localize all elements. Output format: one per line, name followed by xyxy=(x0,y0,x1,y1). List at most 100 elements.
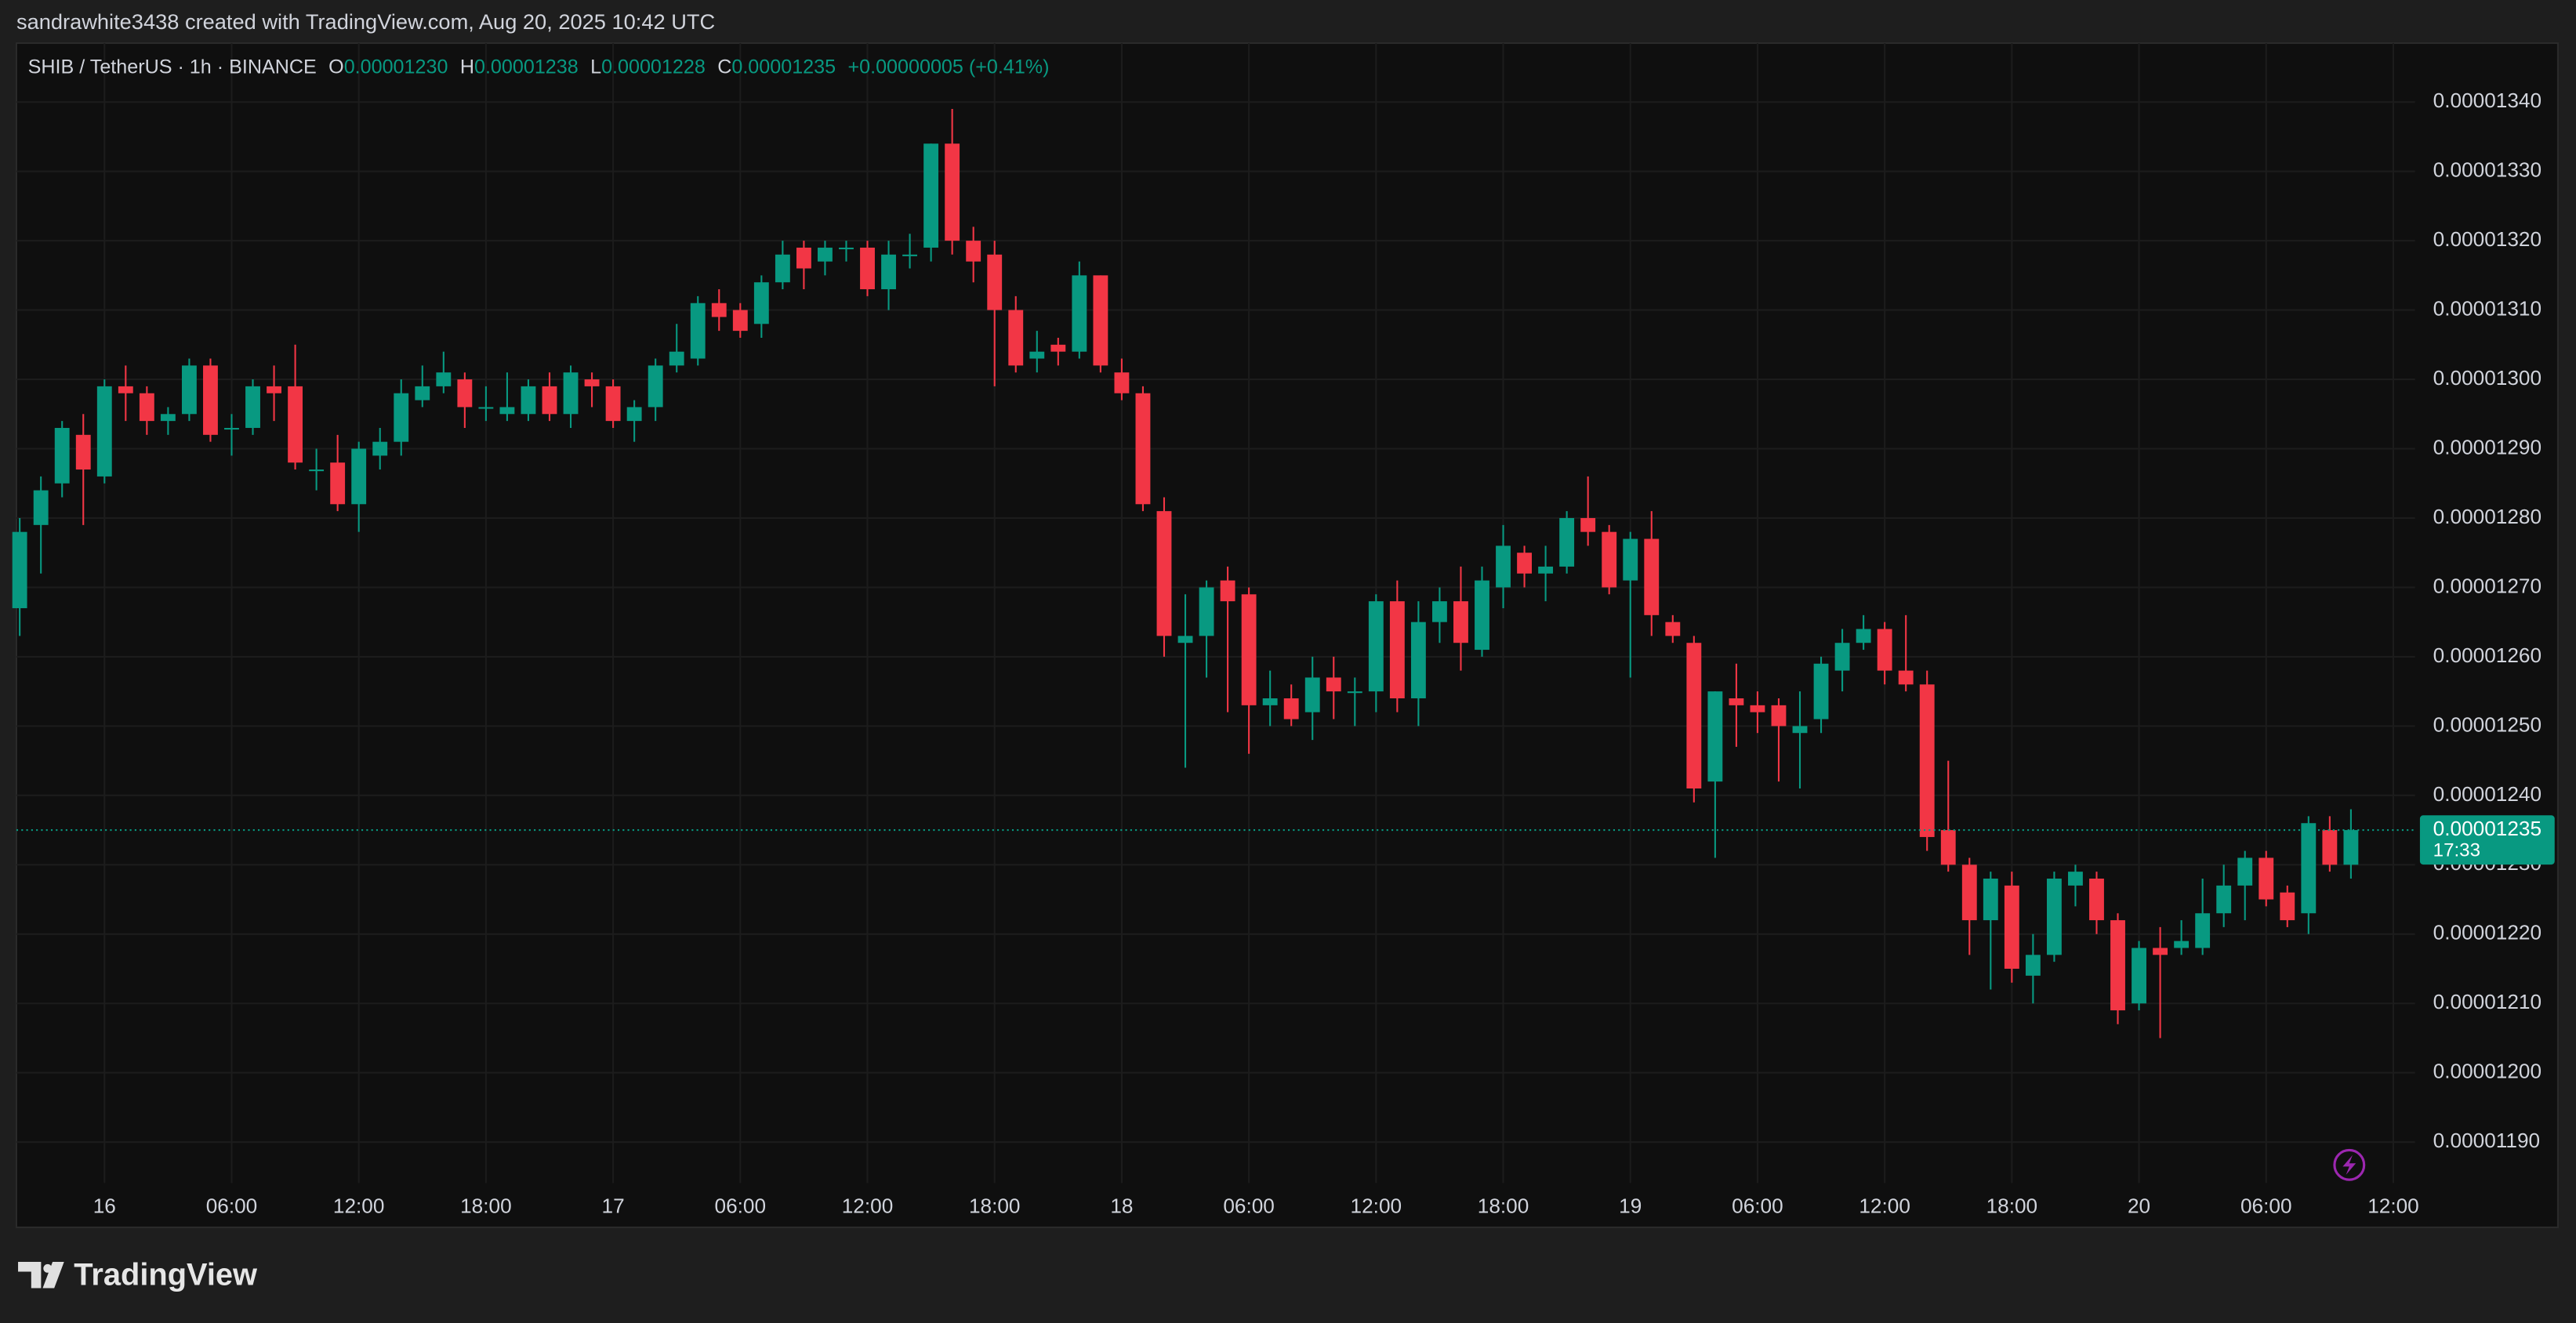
candle-body xyxy=(245,386,260,428)
x-tick-label: 16 xyxy=(93,1194,116,1218)
candle-body xyxy=(1326,677,1341,692)
y-tick-label: 0.00001320 xyxy=(2433,227,2542,251)
attribution: sandrawhite3438 created with TradingView… xyxy=(16,9,715,34)
candle-body xyxy=(181,365,197,415)
close-label: C xyxy=(717,56,731,78)
y-tick-label: 0.00001240 xyxy=(2433,782,2542,806)
candle-body xyxy=(478,407,494,409)
candle-body xyxy=(160,414,176,422)
candle-body xyxy=(1707,691,1723,782)
candle-body xyxy=(139,393,154,422)
candle-body xyxy=(1623,538,1638,581)
candle-body xyxy=(775,254,790,283)
candle-body xyxy=(1283,698,1299,719)
candle-body xyxy=(1072,275,1087,352)
candle-body xyxy=(33,490,49,525)
candle-body xyxy=(1114,372,1130,393)
candle-body xyxy=(796,247,811,269)
x-tick-label: 06:00 xyxy=(2240,1194,2292,1218)
brand-logo xyxy=(18,1261,64,1289)
candle-body xyxy=(1919,684,1935,837)
candle-body xyxy=(203,365,218,435)
alert-icon[interactable] xyxy=(2333,1148,2366,1181)
candle-body xyxy=(1771,705,1787,727)
y-tick-label: 0.00001330 xyxy=(2433,158,2542,182)
x-tick-label: 19 xyxy=(1619,1194,1642,1218)
brand: TradingView xyxy=(74,1257,258,1292)
candle-body xyxy=(1496,546,1511,588)
x-tick-label: 17 xyxy=(602,1194,625,1218)
candle-body xyxy=(2237,857,2253,886)
y-tick-label: 0.00001260 xyxy=(2433,643,2542,667)
candle-body xyxy=(1410,622,1426,698)
candle-body xyxy=(690,303,706,359)
candle-body xyxy=(118,386,133,393)
candle-body xyxy=(288,386,303,463)
candle-body xyxy=(330,462,346,505)
candle-body xyxy=(1475,580,1489,651)
candle-body xyxy=(966,241,981,262)
candle-body xyxy=(711,303,727,317)
candle-body xyxy=(1093,275,1108,366)
y-tick-label: 0.00001310 xyxy=(2433,297,2542,321)
x-tick-label: 12:00 xyxy=(1351,1194,1402,1218)
y-tick-label: 0.00001340 xyxy=(2433,89,2542,112)
candle-body xyxy=(1389,601,1405,698)
y-tick-label: 0.00001190 xyxy=(2433,1129,2540,1152)
legend: SHIB / TetherUS · 1h · BINANCE O0.000012… xyxy=(28,56,1050,78)
change: +0.00000005 (+0.41%) xyxy=(847,56,1049,78)
candle-body xyxy=(1177,636,1193,643)
candle-body xyxy=(2089,879,2104,921)
x-tick-label: 06:00 xyxy=(206,1194,258,1218)
symbol: SHIB / TetherUS · 1h · BINANCE xyxy=(28,56,317,78)
candle-body xyxy=(2004,885,2019,970)
candle-body xyxy=(372,441,388,456)
candle-body xyxy=(499,407,515,415)
candle-body xyxy=(902,254,918,256)
candle-body xyxy=(267,386,281,393)
candle-body xyxy=(75,434,91,470)
x-tick-label: 18 xyxy=(1110,1194,1133,1218)
countdown: 17:33 xyxy=(2433,840,2480,861)
candle-body xyxy=(2343,830,2359,865)
candle-body xyxy=(1961,864,1977,921)
x-tick-label: 06:00 xyxy=(715,1194,767,1218)
high-value: 0.00001238 xyxy=(474,56,579,78)
candle-body xyxy=(1368,601,1384,692)
chart-pane xyxy=(15,42,2559,1229)
candle-body xyxy=(436,372,452,386)
candle-body xyxy=(945,143,960,241)
candle-body xyxy=(1304,677,1320,712)
candle-body xyxy=(1241,594,1257,705)
candle-body xyxy=(818,247,833,262)
open-value: 0.00001230 xyxy=(344,56,448,78)
candle-body xyxy=(1517,553,1532,574)
candle-body xyxy=(2195,913,2211,948)
y-tick-label: 0.00001200 xyxy=(2433,1060,2542,1083)
candle-body xyxy=(1431,601,1447,622)
candles xyxy=(12,109,2359,1038)
candle-body xyxy=(669,351,684,366)
candle-body xyxy=(1199,587,1214,636)
candle-body xyxy=(1940,830,1956,865)
logo-t xyxy=(18,1261,42,1289)
candle-body xyxy=(2174,941,2190,948)
candle-body xyxy=(394,393,409,442)
candle-body xyxy=(1220,580,1235,602)
y-tick-label: 0.00001280 xyxy=(2433,505,2542,528)
candle-body xyxy=(2322,830,2338,865)
candle-body xyxy=(732,310,748,332)
last-price-label: 0.00001235 xyxy=(2433,817,2542,840)
candle-body xyxy=(1580,517,1596,532)
candle-body xyxy=(1729,698,1744,705)
x-tick-label: 12:00 xyxy=(333,1194,385,1218)
candle-body xyxy=(457,379,473,408)
x-tick-label: 06:00 xyxy=(1732,1194,1783,1218)
candle-body xyxy=(923,143,939,248)
candle-body xyxy=(2259,857,2274,900)
y-tick-label: 0.00001210 xyxy=(2433,990,2542,1013)
x-tick-label: 18:00 xyxy=(1478,1194,1529,1218)
logo-v xyxy=(42,1261,64,1289)
x-tick-label: 12:00 xyxy=(842,1194,894,1218)
